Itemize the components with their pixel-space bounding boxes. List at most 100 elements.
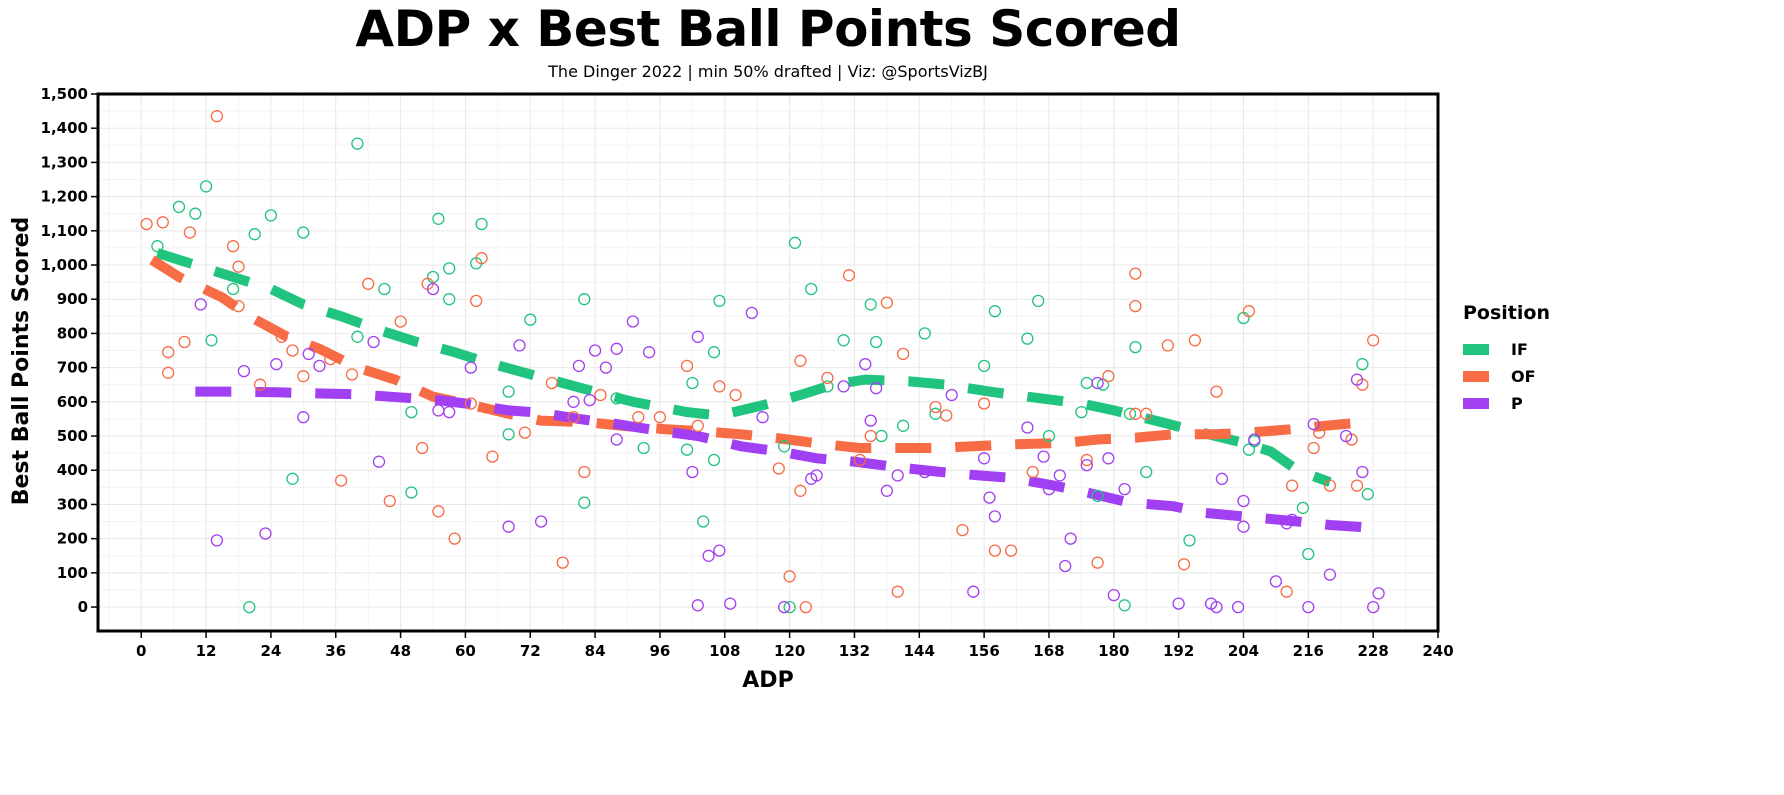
data-point-if xyxy=(918,327,931,340)
data-point-if xyxy=(783,600,796,614)
data-points xyxy=(140,110,1385,614)
data-point-of xyxy=(1102,370,1115,383)
data-point-p xyxy=(880,484,894,497)
y-tick-label: 1,200 xyxy=(41,188,88,206)
data-point-of xyxy=(253,378,267,391)
data-point-of xyxy=(578,465,591,479)
x-tick-label: 132 xyxy=(839,642,870,660)
data-point-if xyxy=(788,236,802,249)
data-point-if xyxy=(864,298,877,311)
legend-key-of xyxy=(1463,371,1489,382)
data-point-of xyxy=(567,411,580,424)
data-point-of xyxy=(1350,479,1364,492)
data-point-of xyxy=(345,368,359,381)
data-point-p xyxy=(642,346,656,359)
data-point-of xyxy=(1129,267,1142,280)
data-point-p xyxy=(1118,482,1131,496)
data-point-p xyxy=(702,549,715,562)
data-point-of xyxy=(988,544,1002,557)
data-point-of xyxy=(286,344,299,357)
data-point-p xyxy=(1237,494,1250,508)
x-tick-label: 24 xyxy=(260,642,281,660)
data-point-if xyxy=(578,293,591,306)
data-point-p xyxy=(297,411,310,424)
data-point-if xyxy=(351,330,364,343)
data-point-p xyxy=(1215,472,1229,485)
data-point-if xyxy=(172,200,186,214)
data-point-p xyxy=(967,585,980,598)
data-point-p xyxy=(891,469,904,482)
data-point-p xyxy=(1302,600,1315,614)
data-point-p xyxy=(686,465,699,479)
grid-lines xyxy=(98,93,1439,631)
y-axis-label: Best Ball Points Scored xyxy=(9,217,34,506)
data-point-if xyxy=(1096,378,1110,391)
data-point-of xyxy=(140,217,153,231)
data-point-p xyxy=(1102,452,1115,465)
data-point-p xyxy=(270,358,283,371)
data-point-p xyxy=(1307,417,1320,431)
data-point-of xyxy=(545,376,559,390)
data-point-p xyxy=(756,411,769,424)
data-point-of xyxy=(275,330,288,343)
plot-frame xyxy=(96,92,1440,633)
data-point-of xyxy=(1140,407,1153,420)
data-point-if xyxy=(199,180,213,193)
data-point-of xyxy=(556,556,569,569)
data-point-of xyxy=(362,277,375,290)
data-point-p xyxy=(194,298,207,311)
data-point-p xyxy=(443,405,456,419)
trend-line-p xyxy=(195,386,1379,534)
data-point-of xyxy=(799,600,812,614)
data-point-if xyxy=(502,385,515,398)
data-point-if xyxy=(405,405,418,419)
x-tick-label: 84 xyxy=(585,642,606,660)
data-point-p xyxy=(1231,600,1245,614)
data-point-p xyxy=(610,342,623,355)
data-point-p xyxy=(367,335,380,349)
x-tick-label: 240 xyxy=(1422,642,1453,660)
data-point-of xyxy=(416,441,429,455)
data-point-if xyxy=(248,228,261,241)
data-point-p xyxy=(1339,429,1353,443)
data-point-of xyxy=(896,347,910,361)
data-point-of xyxy=(394,315,407,328)
data-point-p xyxy=(1248,433,1261,446)
legend-item-if: IF xyxy=(1463,336,1550,363)
legend-key-p xyxy=(1463,398,1489,409)
data-point-of xyxy=(226,240,240,253)
data-point-if xyxy=(1123,407,1137,420)
y-tick-label: 0 xyxy=(78,598,88,616)
data-point-p xyxy=(1021,421,1034,434)
data-point-if xyxy=(697,515,710,528)
x-tick-label: 96 xyxy=(649,642,670,660)
data-point-of xyxy=(448,532,461,545)
data-point-if xyxy=(707,346,721,359)
data-point-of xyxy=(632,411,645,424)
trend-line-of xyxy=(149,255,1368,453)
data-point-of xyxy=(1367,334,1380,347)
data-point-p xyxy=(534,515,548,528)
data-point-of xyxy=(821,371,834,385)
data-point-if xyxy=(988,305,1002,318)
data-point-of xyxy=(977,397,991,410)
data-point-of xyxy=(1161,339,1174,352)
data-point-if xyxy=(1021,332,1034,345)
data-point-p xyxy=(988,510,1002,523)
data-point-of xyxy=(518,426,532,439)
data-point-if xyxy=(1140,465,1153,479)
data-point-p xyxy=(1037,450,1050,463)
x-tick-label: 72 xyxy=(520,642,541,660)
data-point-p xyxy=(588,344,602,357)
data-point-of xyxy=(1285,479,1299,492)
chart-title: ADP x Best Ball Points Scored xyxy=(355,0,1181,58)
legend-item-p: P xyxy=(1463,390,1550,417)
y-tick-label: 400 xyxy=(57,461,88,479)
x-tick-label: 108 xyxy=(709,642,740,660)
data-point-p xyxy=(567,395,580,408)
data-point-of xyxy=(853,453,867,467)
data-point-p xyxy=(1080,458,1093,472)
data-point-p xyxy=(610,433,623,446)
data-point-p xyxy=(1091,376,1104,390)
